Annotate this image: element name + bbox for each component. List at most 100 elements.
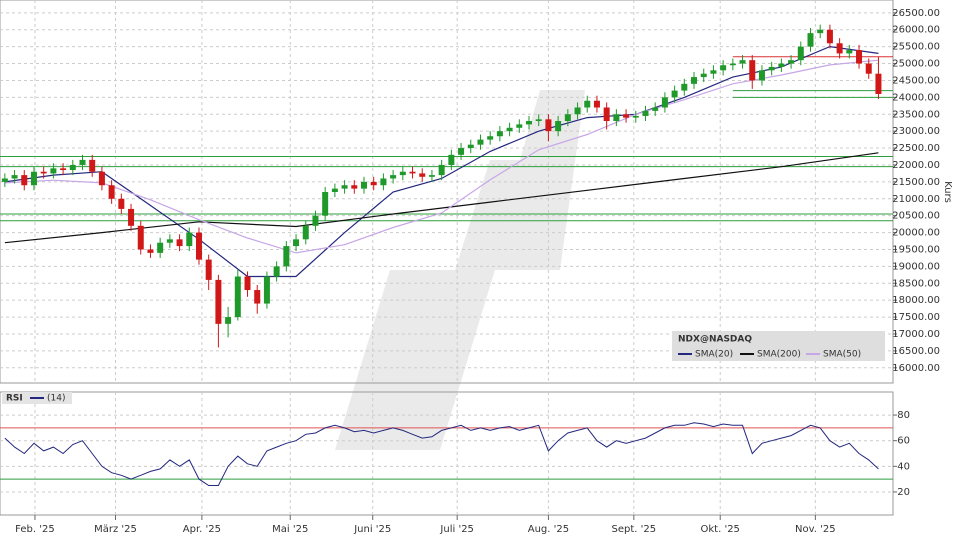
y-tick-label: 23000.00 — [892, 126, 940, 137]
candle-body — [797, 46, 804, 61]
candle-body — [545, 119, 552, 132]
candle-body — [613, 114, 620, 122]
candle-body — [108, 185, 115, 199]
candle-body — [89, 159, 96, 172]
y-tick-label: 24500.00 — [892, 75, 940, 86]
candle-body — [322, 192, 329, 216]
y-tick-label: 16000.00 — [892, 363, 940, 374]
rsi-frame — [0, 391, 894, 516]
candle-body — [312, 215, 319, 226]
watermark — [335, 90, 585, 450]
candle-body — [60, 168, 67, 171]
candle-body — [157, 242, 164, 253]
x-tick-label: Feb. '25 — [15, 524, 55, 535]
y-tick-label: 23500.00 — [892, 109, 940, 120]
candle-body — [448, 154, 455, 165]
y-tick-label: 18500.00 — [892, 278, 940, 289]
candle-body — [399, 171, 406, 176]
candle-body — [1, 178, 8, 182]
x-tick-label: Aug. '25 — [528, 524, 569, 535]
candle-body — [661, 97, 668, 108]
y-tick-label: 19000.00 — [892, 261, 940, 272]
y-tick-label: 20000.00 — [892, 228, 940, 239]
candle-body — [98, 171, 105, 186]
legend-title: NDX@NASDAQ — [678, 335, 752, 345]
candle-body — [283, 246, 290, 267]
candle-body — [691, 77, 698, 84]
candle-body — [302, 225, 309, 240]
candle-body — [458, 148, 465, 155]
candle-body — [254, 290, 261, 304]
candle-body — [428, 175, 435, 177]
candle-body — [807, 33, 814, 47]
x-tick-label: Apr. '25 — [183, 524, 221, 535]
candle-body — [205, 259, 212, 280]
candle-body — [681, 83, 688, 91]
y-tick-label: 60 — [897, 436, 910, 447]
legend-label: SMA(50) — [823, 350, 861, 360]
x-tick-label: Sept. '25 — [612, 524, 657, 535]
candle-body — [710, 70, 717, 74]
sma-line — [4, 59, 879, 254]
candle-body — [30, 171, 37, 186]
candle-body — [836, 43, 843, 54]
candle-body — [593, 100, 600, 108]
candle-body — [69, 164, 76, 171]
y-tick-label: 25000.00 — [892, 59, 940, 70]
candle-body — [768, 66, 775, 71]
candle-body — [720, 65, 727, 71]
candle-body — [778, 63, 785, 67]
candle-body — [244, 276, 251, 291]
candle-body — [419, 173, 426, 177]
candle-body — [856, 50, 863, 64]
candle-body — [50, 168, 57, 174]
candle-body — [506, 127, 513, 132]
sma-line — [4, 152, 879, 244]
candle-body — [293, 239, 300, 247]
candle-body — [758, 70, 765, 81]
y-tick-label: 17500.00 — [892, 312, 940, 323]
candle-body — [390, 175, 397, 179]
x-tick-label: Nov. '25 — [795, 524, 836, 535]
candle-body — [477, 139, 484, 145]
y-tick-label: 19500.00 — [892, 244, 940, 255]
candle-body — [331, 188, 338, 193]
y-tick-label: 80 — [897, 410, 910, 421]
candle-body — [263, 276, 270, 304]
y-tick-label: 20 — [897, 487, 910, 498]
y-tick-label: 40 — [897, 461, 910, 472]
candle-body — [623, 114, 630, 118]
candle-body — [487, 136, 494, 140]
candle-body — [118, 198, 125, 209]
legend-label: (14) — [47, 394, 65, 404]
x-tick-label: März '25 — [94, 524, 137, 535]
candle-body — [360, 181, 367, 189]
candle-body — [195, 232, 202, 260]
candle-body — [652, 107, 659, 111]
candle-body — [817, 29, 824, 34]
candle-body — [467, 144, 474, 149]
y-tick-label: 16500.00 — [892, 346, 940, 357]
y-tick-label: 25500.00 — [892, 42, 940, 53]
candle-body — [40, 171, 47, 174]
legend-label: SMA(200) — [757, 350, 801, 360]
candle-body — [516, 124, 523, 128]
candle-body — [438, 164, 445, 176]
candle-body — [535, 119, 542, 122]
candle-body — [409, 171, 416, 174]
candle-body — [341, 185, 348, 189]
candle-body — [865, 63, 872, 74]
y-tick-label: 21000.00 — [892, 194, 940, 205]
candle-body — [21, 175, 28, 186]
candle-body — [788, 60, 795, 64]
candle-body — [584, 100, 591, 108]
candle-body — [574, 107, 581, 115]
candle-body — [234, 276, 241, 318]
price-frame — [0, 0, 894, 384]
legend-label: SMA(20) — [695, 350, 733, 360]
y-tick-label: 24000.00 — [892, 92, 940, 103]
x-tick-label: Mai '25 — [272, 524, 308, 535]
candle-body — [671, 90, 678, 98]
legend-box — [672, 331, 885, 361]
